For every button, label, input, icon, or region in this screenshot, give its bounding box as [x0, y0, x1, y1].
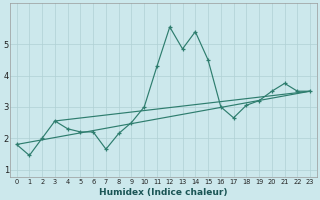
- X-axis label: Humidex (Indice chaleur): Humidex (Indice chaleur): [99, 188, 228, 197]
